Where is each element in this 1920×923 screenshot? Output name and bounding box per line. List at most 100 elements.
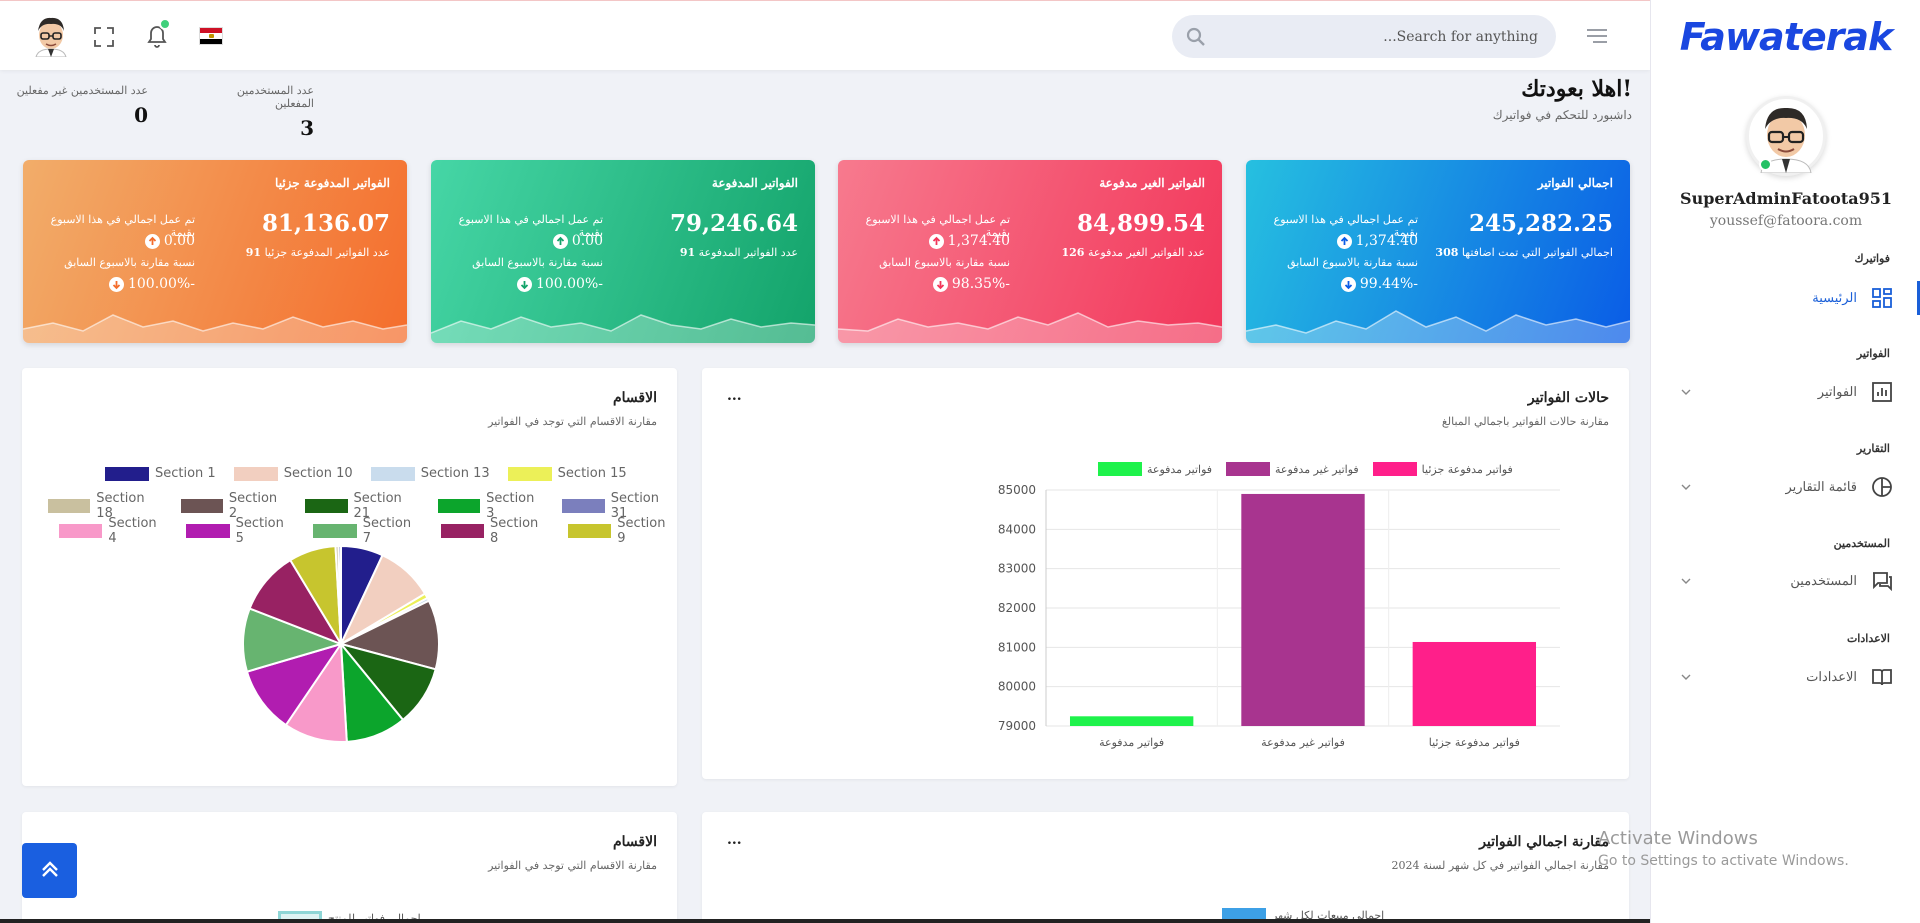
inactive-users-value: 0 xyxy=(134,103,148,127)
legend-label: Section 1 xyxy=(155,466,216,481)
card-subtext-count: 308 xyxy=(1435,246,1459,259)
legend-swatch xyxy=(1098,462,1142,476)
legend-swatch xyxy=(507,466,552,481)
panel-subtitle: مقارنة حالات الفواتير باجمالي المبالغ xyxy=(1441,415,1609,428)
card-subtext-label: عدد الفواتير المدفوعة xyxy=(698,246,798,259)
legend-item[interactable]: فواتير غير مدفوعة xyxy=(1226,462,1359,476)
legend-item[interactable]: Section 3 xyxy=(437,491,545,521)
card-subtext-count: 126 xyxy=(1061,246,1085,259)
legend-swatch xyxy=(48,499,91,513)
compare-label: نسبة مقارنة بالاسبوع السابق xyxy=(1287,256,1418,269)
brand-logo[interactable]: Fawaterak xyxy=(1673,12,1899,62)
legend-item[interactable]: فواتير مدفوعة xyxy=(1098,462,1212,476)
legend-item[interactable]: Section 4 xyxy=(59,516,168,546)
bar[interactable] xyxy=(1241,493,1365,726)
egypt-flag-icon[interactable] xyxy=(199,27,223,45)
legend-item[interactable]: Section 5 xyxy=(186,516,295,546)
bell-icon[interactable] xyxy=(145,18,171,49)
sparkline-wave xyxy=(431,314,815,343)
search-input[interactable] xyxy=(1218,15,1538,58)
legend-item[interactable]: Section 9 xyxy=(567,516,677,546)
panel-title: الاقسام xyxy=(613,834,657,850)
sidebar-item-invoices[interactable]: الفواتير xyxy=(1679,375,1893,409)
week-value-text: 0.00 xyxy=(163,233,195,249)
more-options-icon[interactable]: ... xyxy=(727,832,742,848)
legend-item[interactable]: Section 10 xyxy=(233,466,353,481)
arrow-up-circle-icon xyxy=(144,233,160,249)
user-avatar[interactable] xyxy=(32,15,70,58)
notification-dot xyxy=(159,18,171,30)
legend-label: Section 2 xyxy=(228,491,278,521)
x-tick-label: فواتير غير مدفوعة xyxy=(1261,736,1345,749)
search-icon[interactable] xyxy=(1186,27,1206,47)
panel-subtitle: مقارنة اجمالي الفواتير في كل شهر لسنة 20… xyxy=(1391,859,1609,872)
legend-item[interactable]: Section 7 xyxy=(313,516,422,546)
sidebar-item-users[interactable]: المستخدمين xyxy=(1679,564,1893,598)
stat-card[interactable]: الفواتير الغير مدفوعة 84,899.54 عدد الفو… xyxy=(838,160,1222,343)
legend-label: Section 7 xyxy=(362,516,412,546)
chevron-down-icon xyxy=(1679,573,1693,587)
menu-icon[interactable] xyxy=(1585,26,1609,46)
sidebar-item-label: الاعدادات xyxy=(1806,669,1857,685)
legend-item[interactable]: Section 21 xyxy=(305,491,420,521)
profile-avatar[interactable] xyxy=(1746,96,1826,176)
fullscreen-icon[interactable] xyxy=(93,26,115,48)
invoice-status-bar-chart: 79000 80000 81000 82000 83000 84000 85000 فواتي… xyxy=(998,483,1560,749)
panel-subtitle: مقارنة الاقسام التي توجد في الفواتير xyxy=(488,859,657,872)
card-subtext: عدد الفواتير المدفوعة جزئيا 91 xyxy=(246,246,390,259)
compare-value: 99.44%- xyxy=(1340,276,1418,292)
pie-slice[interactable] xyxy=(338,599,440,671)
sparkline-wave xyxy=(23,314,407,343)
sidebar-item-label: المستخدمين xyxy=(1790,573,1857,589)
legend-swatch xyxy=(1222,908,1266,922)
legend-item[interactable]: Section 15 xyxy=(507,466,627,481)
more-options-icon[interactable]: ... xyxy=(727,388,742,404)
legend-label: فواتير غير مدفوعة xyxy=(1275,462,1359,476)
legend-item[interactable]: Section 1 xyxy=(105,466,216,481)
card-amount: 81,136.07 xyxy=(261,210,390,237)
y-tick-label: 81000 xyxy=(998,640,1036,654)
card-title: الفواتير المدفوعة xyxy=(711,176,798,190)
legend-item[interactable]: Section 13 xyxy=(370,466,490,481)
legend-swatch xyxy=(305,499,348,513)
welcome-subtitle: داشبورد للتحكم في فواتيرك xyxy=(1492,108,1632,122)
bar[interactable] xyxy=(1069,716,1194,726)
invoice-status-panel: حالات الفواتير مقارنة حالات الفواتير باج… xyxy=(702,368,1629,779)
legend-item[interactable]: Section 8 xyxy=(440,516,550,546)
arrow-down-circle-icon xyxy=(932,276,948,292)
card-subtext-count: 91 xyxy=(245,246,262,259)
legend-label: Section 4 xyxy=(108,516,157,546)
card-subtext-label: عدد الفواتير المدفوعة جزئيا xyxy=(264,246,390,259)
welcome-block: اهلا بعودتك! داشبورد للتحكم في فواتيرك xyxy=(1493,76,1632,122)
pie-slice[interactable] xyxy=(337,544,342,645)
double-chevron-up-icon xyxy=(38,857,62,885)
dashboard-icon xyxy=(1871,287,1893,309)
active-users-label: عدد المستخدمين المفعلين xyxy=(236,84,314,110)
panel-subtitle: مقارنة الاقسام التي توجد في الفواتير xyxy=(488,415,657,428)
arrow-down-circle-icon xyxy=(108,276,124,292)
bar[interactable] xyxy=(1412,641,1537,726)
sidebar-item-reports[interactable]: قائمة التقارير xyxy=(1679,470,1893,504)
y-tick-label: 79000 xyxy=(998,719,1036,733)
legend-label: فواتير مدفوعة xyxy=(1147,462,1213,476)
legend-item[interactable]: Section 18 xyxy=(48,491,163,521)
scroll-to-top-button[interactable] xyxy=(22,843,77,898)
stat-card[interactable]: اجمالي الفواتير 245,282.25 اجمالي الفوات… xyxy=(1246,160,1630,343)
sections-panel: الاقسام مقارنة الاقسام التي توجد في الفو… xyxy=(22,368,677,786)
legend-item[interactable]: Section 31 xyxy=(562,491,677,521)
y-tick-label: 85000 xyxy=(998,483,1036,497)
search-bar[interactable] xyxy=(1172,15,1556,58)
compare-value-text: 99.44%- xyxy=(1359,276,1418,292)
stat-card[interactable]: الفواتير المدفوعة 79,246.64 عدد الفواتير… xyxy=(431,160,815,343)
sidebar-item-settings[interactable]: الاعدادات xyxy=(1679,660,1893,694)
legend-label: Section 13 xyxy=(420,466,490,481)
stat-card[interactable]: الفواتير المدفوعة جزئيا 81,136.07 عدد ال… xyxy=(23,160,407,343)
legend-swatch xyxy=(1372,462,1417,476)
legend-item[interactable]: فواتير مدفوعة جزئيا xyxy=(1372,462,1513,476)
pie-slice[interactable] xyxy=(245,642,344,727)
card-subtext-label: اجمالي الفواتير التي تمت اضافتها xyxy=(1461,246,1613,259)
profile-email: youssef@fatoora.com xyxy=(1709,213,1863,229)
sidebar-item-home[interactable]: الرئيسية xyxy=(1679,281,1893,315)
bottom-right-legend: اجمالي مبيعات لكل شهر xyxy=(1222,908,1384,922)
legend-item[interactable]: Section 2 xyxy=(180,491,288,521)
